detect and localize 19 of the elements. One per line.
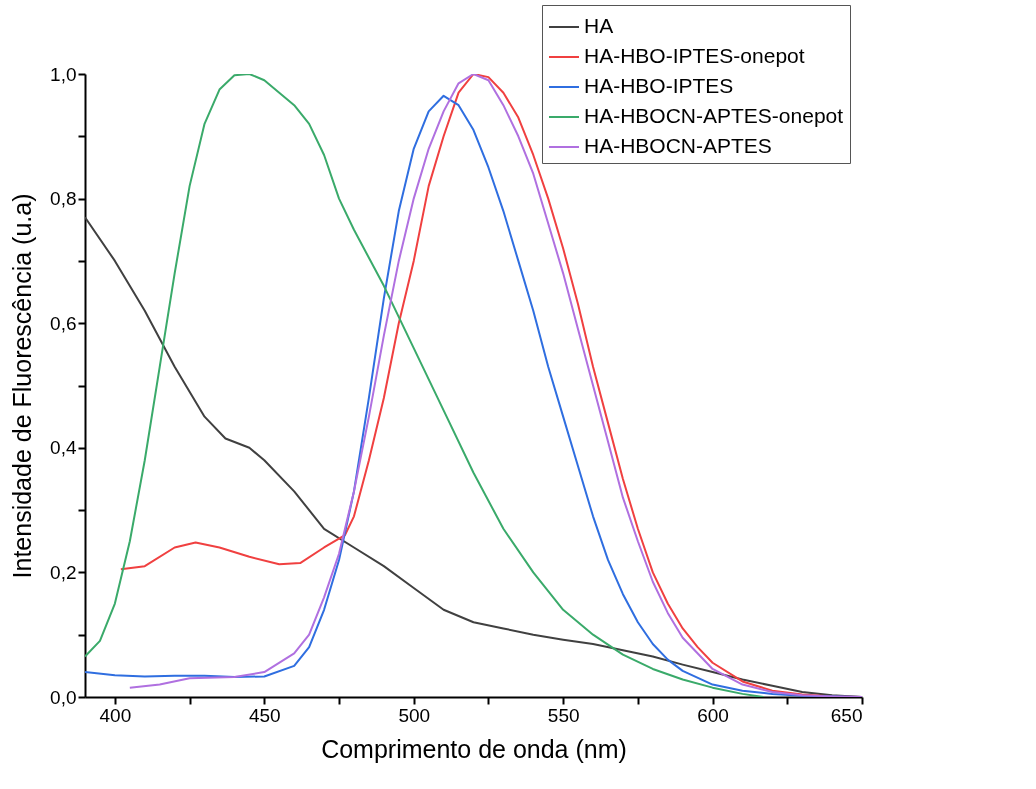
x-tick-label: 600 (697, 704, 729, 726)
y-tick-label: 0,6 (50, 312, 77, 334)
x-tick-label: 550 (547, 704, 580, 726)
y-tick-label: 1,0 (50, 63, 77, 85)
x-tick-label: 650 (830, 704, 863, 726)
y-axis-title: Intensidade de Fluorescência (u.a) (8, 193, 37, 579)
y-tick-label: 0,8 (50, 188, 77, 210)
legend-label: HA-HBOCN-APTES-onepot (584, 104, 844, 127)
x-tick-label: 400 (99, 704, 132, 726)
x-axis-title: Comprimento de onda (nm) (321, 734, 627, 763)
legend-label: HA (584, 14, 614, 37)
legend-label: HA-HBO-IPTES (584, 74, 734, 97)
legend-label: HA-HBO-IPTES-onepot (584, 44, 805, 67)
x-tick-label: 500 (398, 704, 431, 726)
y-tick-label: 0,4 (50, 437, 77, 459)
x-tick-label: 450 (248, 704, 281, 726)
y-tick-label: 0,0 (50, 686, 77, 708)
y-tick-label: 0,2 (50, 561, 77, 583)
legend-label: HA-HBOCN-APTES (584, 134, 772, 157)
